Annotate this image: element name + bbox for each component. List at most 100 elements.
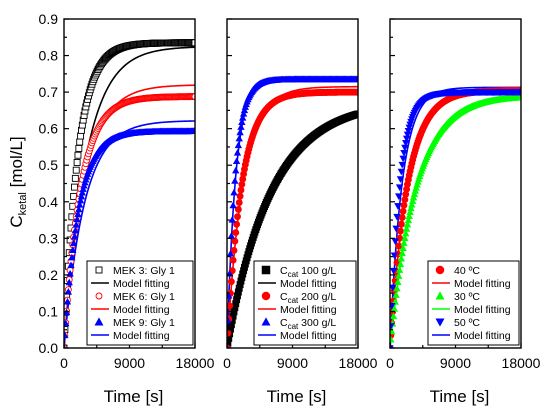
legend-label: Model fitting	[454, 278, 511, 290]
data-point	[68, 253, 76, 261]
data-point	[402, 225, 411, 232]
data-point	[517, 89, 521, 96]
series-markers-5	[227, 75, 358, 348]
data-point	[395, 266, 404, 273]
y-tick-label: 0.5	[39, 157, 59, 173]
legend-label: MEK 9: Gly 1	[113, 317, 175, 329]
legend-marker-swatch	[261, 317, 271, 326]
data-point	[392, 225, 400, 233]
legend-label: Model fitting	[280, 330, 337, 342]
legend-label: Model fitting	[454, 330, 511, 342]
legend-label: Ccat 200 g/L	[280, 291, 336, 305]
legend-marker-swatch	[95, 292, 103, 300]
x-axis-title: Time [s]	[430, 387, 490, 406]
data-point	[400, 239, 408, 246]
data-point	[69, 246, 77, 253]
legend-label-sub: cat	[288, 296, 299, 305]
data-point	[393, 284, 401, 292]
data-point	[227, 316, 232, 324]
data-point	[70, 232, 79, 240]
data-point	[240, 106, 249, 114]
data-point	[354, 110, 358, 118]
x-axis-title: Time [s]	[267, 387, 327, 406]
legend-label: MEK 3: Gly 1	[113, 265, 175, 277]
data-point	[399, 207, 407, 215]
x-axis-title: Time [s]	[104, 387, 164, 406]
legend-label: 30 ºC	[454, 291, 480, 303]
y-axis-title-sub: ketal	[17, 192, 29, 215]
legend-item-5: 50 ºC	[435, 317, 480, 329]
series-markers-5	[64, 127, 195, 348]
legend-label: Model fitting	[113, 330, 170, 342]
data-point	[395, 272, 403, 279]
y-tick-label: 0.4	[39, 194, 59, 210]
data-point	[394, 203, 402, 210]
data-point	[392, 291, 400, 298]
legend-label-main: C	[280, 317, 288, 329]
data-point	[390, 252, 399, 260]
legend-item-4: Model fitting	[258, 304, 337, 316]
y-tick-label: 0.6	[39, 121, 59, 137]
data-point	[72, 220, 80, 228]
panels: 0.0 0.1 0.2 0.3 0.4 0.5 0.6 0.7 0.8 0.9 0 9000 18000…	[39, 11, 541, 406]
data-point	[191, 93, 195, 101]
data-point	[65, 278, 73, 286]
legend-item-4: Model fitting	[91, 304, 170, 316]
data-point	[64, 331, 69, 339]
legend-item-6: Model fitting	[432, 330, 511, 342]
legend-item-2: Model fitting	[258, 278, 337, 290]
data-point	[409, 193, 418, 201]
y-tick-label: 0.0	[39, 340, 59, 356]
x-tick-label: 0	[60, 355, 68, 371]
series-markers-3	[227, 88, 358, 348]
data-point	[228, 216, 236, 223]
y-axis-title-main: C	[7, 215, 26, 227]
legend-frame	[86, 260, 194, 346]
legend-label: Ccat 100 g/L	[280, 265, 336, 279]
legend-label: Model fitting	[280, 278, 337, 290]
data-point	[401, 144, 409, 152]
x-tick-label: 0	[223, 355, 231, 371]
data-point	[235, 134, 243, 142]
data-point	[396, 260, 405, 268]
x-tick-label: 0	[386, 355, 394, 371]
data-point	[77, 132, 85, 140]
data-point	[232, 157, 241, 165]
data-point	[72, 166, 80, 174]
data-point	[397, 254, 406, 262]
data-point	[397, 168, 406, 176]
data-point	[230, 188, 238, 196]
legend-label: Ccat 300 g/L	[280, 317, 336, 331]
data-point	[517, 93, 521, 101]
data-point	[76, 196, 85, 204]
legend-marker-swatch	[261, 265, 271, 275]
legend-marker-swatch	[95, 266, 103, 274]
data-point	[390, 267, 398, 275]
legend-item-1: Ccat 100 g/L	[261, 265, 336, 279]
data-point	[390, 335, 395, 343]
legend-item-5: MEK 9: Gly 1	[94, 317, 175, 329]
plot-area	[227, 75, 358, 348]
svg-text:Cketal [mol/L]: Cketal [mol/L]	[7, 136, 29, 227]
x-tick-label: 18000	[176, 355, 215, 371]
legend-frame	[253, 260, 357, 346]
data-point	[401, 234, 409, 242]
data-point	[239, 110, 248, 117]
data-point	[406, 208, 414, 216]
data-point	[75, 205, 83, 213]
legend-item-4: Model fitting	[432, 304, 511, 316]
data-point	[411, 187, 420, 194]
y-axis-title-unit: [mol/L]	[7, 136, 26, 192]
data-point	[403, 220, 412, 228]
data-point	[232, 229, 240, 236]
data-point	[404, 216, 413, 224]
y-tick-label: 0.7	[39, 84, 59, 100]
data-point	[234, 213, 241, 221]
data-point	[400, 149, 408, 157]
data-point	[233, 220, 241, 228]
legend-label-main: C	[280, 291, 288, 303]
data-point	[239, 113, 247, 121]
legend-label-main: C	[280, 265, 288, 277]
